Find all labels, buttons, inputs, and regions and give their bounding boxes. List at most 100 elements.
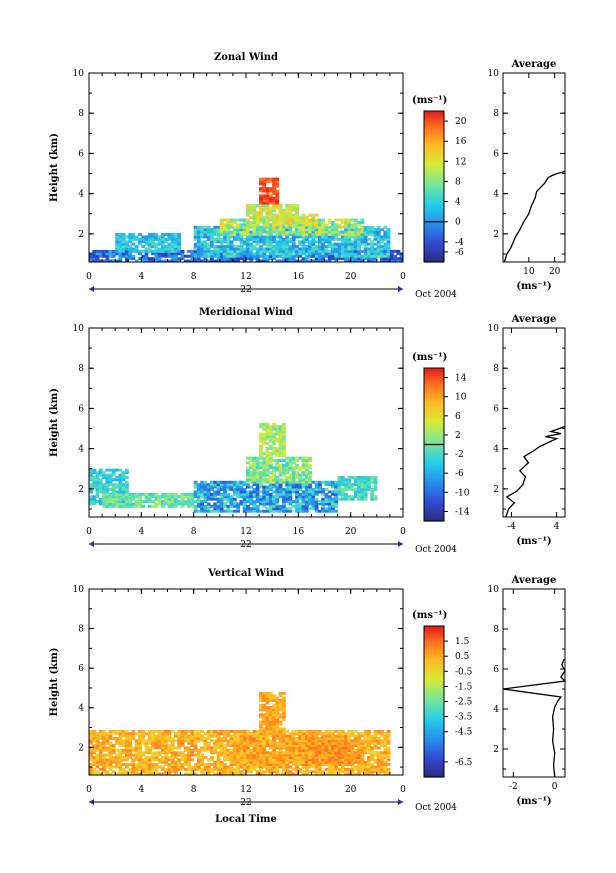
heatmap-cell: [353, 254, 358, 258]
heatmap-cell: [268, 463, 273, 467]
heatmap-cell: [288, 756, 293, 759]
heatmap-cell: [340, 753, 345, 757]
heatmap-cell: [331, 225, 335, 229]
heatmap-cell: [291, 257, 296, 261]
heatmap-cell: [278, 249, 283, 253]
heatmap-cell: [219, 483, 224, 487]
heatmap-cell: [236, 772, 240, 776]
heatmap-cell: [272, 739, 276, 743]
heatmap-cell: [236, 225, 240, 229]
heatmap-cell: [383, 245, 388, 248]
heatmap-cell: [249, 211, 254, 215]
x-tick-label: 20: [345, 527, 357, 537]
x-tick-label: 8: [191, 527, 197, 537]
heatmap-cell: [246, 485, 250, 489]
heatmap-cell: [102, 259, 106, 263]
heatmap-cell: [370, 228, 375, 232]
heatmap-cell: [357, 748, 361, 752]
heatmap-cell: [213, 230, 218, 234]
heatmap-cell: [98, 760, 103, 764]
heatmap-cell: [196, 765, 201, 769]
heatmap-cell: [383, 254, 388, 258]
heatmap-cell: [151, 729, 155, 733]
colorbar-segment: [424, 636, 444, 640]
heatmap-cell: [141, 504, 146, 508]
heatmap-cell: [232, 741, 237, 745]
heatmap-cell: [249, 230, 254, 234]
heatmap-cell: [301, 490, 306, 494]
heatmap-cell: [128, 495, 133, 499]
heatmap-cell: [278, 734, 283, 738]
heatmap-cell: [367, 765, 371, 769]
heatmap-cell: [252, 753, 257, 757]
heatmap-cell: [383, 767, 388, 771]
heatmap-cell: [206, 237, 211, 241]
heatmap-cell: [386, 739, 391, 743]
heatmap-cell: [380, 744, 384, 747]
heatmap-cell: [236, 756, 240, 759]
heatmap-cell: [125, 734, 129, 738]
heatmap-cell: [308, 739, 312, 743]
heatmap-cell: [138, 765, 142, 769]
colorbar-segment: [424, 221, 444, 225]
heatmap-cell: [216, 765, 221, 769]
heatmap-cell: [396, 249, 401, 253]
heatmap-cell: [340, 218, 345, 222]
heatmap-cell: [121, 233, 126, 236]
heatmap-cell: [282, 480, 286, 484]
heatmap-cell: [272, 213, 276, 217]
heatmap-cell: [187, 756, 191, 759]
heatmap-cell: [321, 734, 325, 738]
heatmap-cell: [331, 223, 335, 227]
heatmap-cell: [118, 739, 123, 743]
colorbar-segment: [424, 219, 444, 223]
heatmap-cell: [147, 242, 152, 246]
heatmap-cell: [115, 259, 119, 263]
heatmap-cell: [246, 221, 250, 224]
colorbar-segment: [424, 426, 444, 430]
heatmap-cell: [115, 748, 119, 752]
heatmap-cell: [259, 233, 263, 236]
heatmap-cell: [314, 748, 319, 752]
heatmap-cell: [360, 751, 365, 755]
colorbar-segment: [424, 186, 444, 190]
heatmap-cell: [285, 221, 290, 224]
heatmap-cell: [337, 223, 342, 227]
heatmap-cell: [272, 425, 276, 429]
heatmap-cell: [268, 476, 273, 479]
heatmap-cell: [386, 772, 391, 776]
heatmap-cell: [262, 435, 267, 438]
heatmap-cell: [304, 473, 309, 477]
heatmap-cell: [157, 249, 162, 253]
heatmap-cell: [344, 497, 348, 501]
heatmap-cell: [344, 237, 348, 241]
heatmap-cell: [318, 753, 322, 757]
heatmap-cell: [383, 765, 388, 769]
heatmap-cell: [344, 225, 348, 229]
heatmap-cell: [118, 760, 123, 764]
heatmap-cell: [295, 495, 299, 499]
heatmap-cell: [262, 206, 267, 210]
heatmap-cell: [383, 247, 388, 251]
heatmap-cell: [187, 758, 191, 762]
heatmap-cell: [285, 247, 290, 251]
heatmap-cell: [321, 732, 325, 736]
heatmap-cell: [111, 748, 116, 752]
heatmap-cell: [242, 247, 247, 251]
heatmap-cell: [314, 737, 319, 740]
heatmap-cell: [249, 225, 254, 229]
heatmap-cell: [223, 228, 227, 232]
heatmap-cell: [111, 737, 116, 740]
heatmap-cell: [259, 748, 263, 752]
heatmap-cell: [334, 495, 339, 499]
heatmap-cell: [111, 770, 116, 774]
heatmap-cell: [347, 495, 352, 499]
heatmap-cell: [327, 765, 332, 769]
heatmap-cell: [291, 485, 296, 489]
heatmap-cell: [298, 502, 303, 506]
heatmap-cell: [301, 252, 306, 256]
heatmap-cell: [344, 746, 348, 750]
heatmap-cell: [318, 772, 322, 776]
heatmap-cell: [282, 447, 286, 450]
heatmap-cell: [275, 459, 280, 462]
